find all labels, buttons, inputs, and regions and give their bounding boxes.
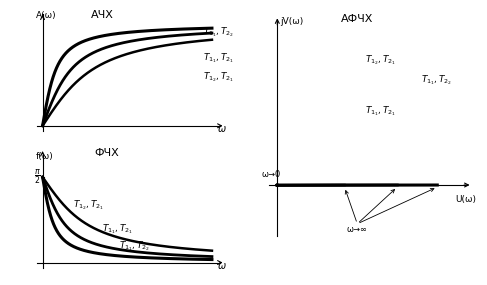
Text: U(ω): U(ω) — [455, 195, 477, 204]
Text: ω: ω — [218, 124, 226, 134]
Text: $T_{1_1},T_{2_1}$: $T_{1_1},T_{2_1}$ — [365, 105, 396, 118]
Text: f(ω): f(ω) — [36, 152, 54, 161]
Text: ω→∞: ω→∞ — [347, 225, 368, 235]
Text: $T_{1_2},T_{2_1}$: $T_{1_2},T_{2_1}$ — [204, 70, 235, 84]
Text: ω→0: ω→0 — [262, 170, 281, 179]
Text: $T_{1_1},T_{2_2}$: $T_{1_1},T_{2_2}$ — [421, 74, 452, 87]
Text: jV(ω): jV(ω) — [281, 17, 304, 26]
Text: $T_{1_1},T_{2_2}$: $T_{1_1},T_{2_2}$ — [204, 25, 235, 39]
Text: $T_{1_2},T_{2_1}$: $T_{1_2},T_{2_1}$ — [73, 199, 104, 212]
Text: АФЧХ: АФЧХ — [341, 14, 374, 24]
Text: АЧХ: АЧХ — [91, 10, 113, 20]
Text: $T_{1_1},T_{2_2}$: $T_{1_1},T_{2_2}$ — [119, 239, 150, 253]
Text: ω: ω — [218, 261, 226, 271]
Text: $T_{1_1},T_{2_1}$: $T_{1_1},T_{2_1}$ — [204, 52, 235, 65]
Text: ФЧХ: ФЧХ — [94, 148, 119, 158]
Text: $\frac{\pi}{2}$: $\frac{\pi}{2}$ — [34, 168, 40, 186]
Text: $T_{1_2},T_{2_1}$: $T_{1_2},T_{2_1}$ — [365, 54, 396, 67]
Text: $T_{1_1},T_{2_1}$: $T_{1_1},T_{2_1}$ — [102, 222, 133, 236]
Text: A(ω): A(ω) — [36, 11, 56, 20]
